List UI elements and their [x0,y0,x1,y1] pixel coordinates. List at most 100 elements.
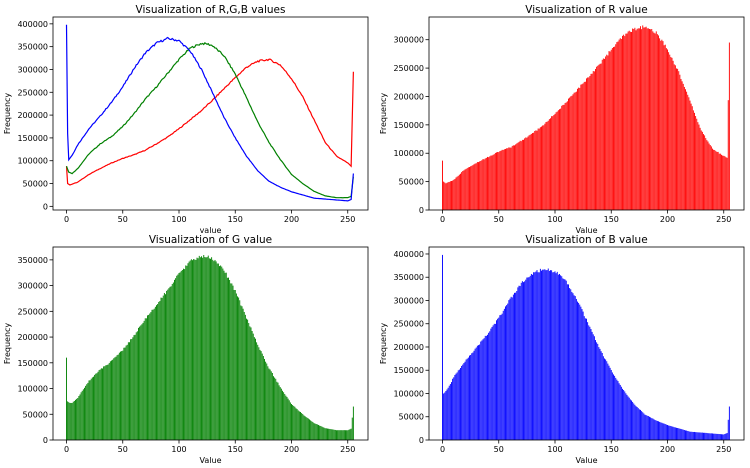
bar [193,259,195,440]
bar [629,399,631,440]
bar [615,44,617,211]
bar [168,288,170,440]
bar [532,274,533,440]
bar [638,28,640,210]
bar [334,429,336,440]
bar [662,41,664,210]
bar [527,277,529,440]
bar [455,373,457,440]
bar [530,273,532,440]
bar [213,261,215,440]
bar [595,68,596,211]
bar [715,151,717,210]
bar [462,171,464,210]
bar [517,142,519,210]
bar [619,384,621,440]
bar [708,433,710,440]
bar [505,306,506,440]
bar [275,378,277,440]
bar [203,255,205,440]
bar [698,124,700,210]
bar [607,55,609,211]
bar [627,396,629,440]
bar [587,77,589,210]
bar [683,86,685,210]
bar [327,428,328,440]
x-tick-label: 100 [171,445,186,454]
bar [690,431,692,440]
bar [642,25,644,211]
bar [723,434,725,440]
bar [145,318,147,440]
bar [678,428,680,440]
bar [547,120,549,210]
bar [539,127,541,210]
bar [250,327,252,440]
bar [579,304,581,440]
bar [580,306,582,440]
bar [715,433,717,440]
bar [601,59,603,210]
bar [699,127,701,210]
bar [608,365,610,440]
bar [615,377,617,440]
bar [597,65,599,211]
bar [592,334,594,440]
bar [497,318,499,440]
bar [123,347,125,440]
bar [634,404,636,440]
bar [601,352,603,440]
bar [574,296,576,440]
bar [552,272,554,440]
bar [177,274,179,440]
x-tick-label: 100 [171,215,186,224]
bar [100,368,102,440]
bar [680,428,682,440]
bar [726,433,728,440]
series-line-r [65,58,354,186]
bar [489,156,491,210]
bar [713,149,715,210]
bar [526,277,528,440]
x-tick-label: 0 [440,215,445,224]
bar [573,295,575,440]
bar [511,297,513,440]
bar [646,28,648,211]
bar [139,326,141,440]
bar [443,393,445,440]
bar [285,395,287,440]
bar [703,432,704,440]
bar [71,402,73,440]
bar [194,259,196,440]
bar [113,358,115,440]
bar [664,424,666,440]
bar [622,388,623,440]
bar [174,279,175,440]
bar [453,377,455,440]
bar [578,302,580,440]
bar [73,400,75,440]
bar [103,366,105,440]
bar [616,379,618,440]
y-tick-label: 50000 [23,410,48,419]
bar [696,118,698,210]
bar [714,150,716,210]
bar [575,91,577,210]
bar [595,340,596,440]
bar [267,366,269,440]
bar [230,283,232,440]
bar [728,42,730,210]
bar [498,152,500,210]
bar [658,421,659,440]
bar [512,294,514,440]
bar [562,104,564,210]
y-tick-label: 50000 [399,178,424,187]
bar [345,430,346,440]
plot-frame [428,16,745,211]
bar [347,430,349,440]
plot-frame [428,246,745,441]
bar [493,154,495,210]
bar [727,419,729,440]
bar [502,149,504,210]
